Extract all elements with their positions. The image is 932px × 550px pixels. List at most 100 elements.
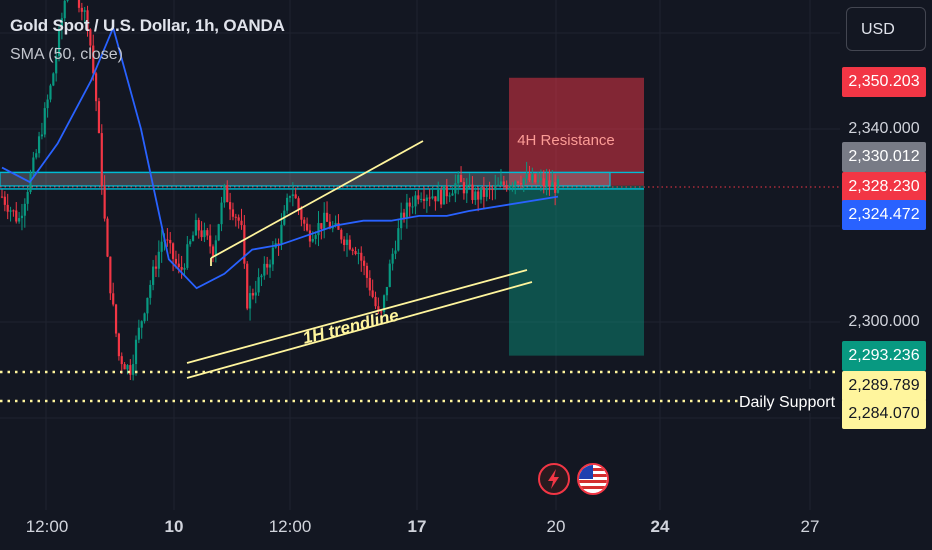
candle-body: [20, 215, 24, 219]
candle-body: [497, 184, 500, 186]
price-label: 2,289.789: [842, 371, 926, 401]
candle-body: [55, 55, 58, 74]
candle-body: [402, 212, 406, 218]
price-label: 2,293.236: [842, 341, 926, 371]
lightning-icon[interactable]: [538, 463, 570, 495]
candle-body: [251, 293, 255, 296]
currency-button[interactable]: USD: [846, 7, 926, 51]
candle-body: [325, 212, 329, 222]
candle-body: [234, 216, 237, 218]
candle-body: [377, 306, 380, 312]
candle-body: [442, 186, 446, 205]
candle-body: [382, 295, 386, 312]
candle-body: [554, 182, 557, 193]
candle-body: [516, 181, 520, 183]
candle-body: [320, 223, 323, 229]
candle-body: [268, 264, 272, 268]
candle-body: [97, 101, 101, 134]
sma-line: [1, 24, 559, 290]
candle-body: [271, 247, 274, 265]
candle-body: [479, 187, 483, 200]
candle-body: [340, 229, 343, 240]
candle-body: [502, 181, 505, 185]
trend-drawings: [0, 140, 840, 403]
candle-body: [556, 178, 560, 193]
candle-body: [303, 219, 306, 224]
candle-body: [40, 134, 44, 137]
candle-body: [52, 73, 55, 86]
candle-body: [46, 99, 49, 109]
candle-body: [149, 284, 152, 298]
candle-body: [57, 28, 61, 56]
candle-body: [146, 297, 149, 314]
candle-body: [291, 194, 294, 197]
indicator-label[interactable]: SMA (50, close): [10, 46, 123, 63]
candle-body: [186, 244, 189, 268]
candle-body: [519, 182, 523, 185]
candle-body: [488, 188, 491, 190]
trendline-label: 1H trendline: [301, 306, 401, 348]
candle-body: [337, 222, 340, 230]
candle-body: [211, 246, 215, 257]
candle-body: [229, 202, 232, 210]
us-flag-icon[interactable]: [577, 463, 609, 495]
candle-body: [77, 0, 81, 8]
candle-body: [308, 230, 312, 242]
candle-body: [451, 193, 454, 196]
support-label: Daily Support: [739, 394, 836, 411]
candle-body: [354, 251, 357, 254]
candle-body: [254, 292, 257, 296]
candle-body: [420, 198, 423, 200]
candle-body: [194, 220, 197, 236]
candle-body: [405, 202, 408, 218]
candle-body: [328, 221, 331, 229]
candle-body: [305, 223, 309, 231]
candle-body: [3, 196, 6, 205]
candle-body: [323, 212, 326, 229]
candle-body: [157, 251, 160, 269]
candle-body: [311, 238, 314, 242]
candle-body: [63, 0, 66, 19]
candle-body: [334, 222, 337, 226]
candle-body: [286, 197, 289, 211]
candle-body: [363, 260, 366, 266]
candle-body: [37, 136, 41, 154]
candle-body: [457, 174, 460, 184]
price-label: 2,324.472: [842, 200, 926, 230]
candle-body: [294, 194, 297, 199]
candle-body: [380, 311, 383, 313]
candle-body: [431, 196, 434, 199]
candle-body: [237, 217, 240, 221]
candle-body: [100, 133, 103, 187]
time-tick-label: 10: [164, 517, 184, 536]
candle-body: [220, 202, 223, 225]
price-label: 2,330.012: [842, 142, 926, 172]
candle-body: [223, 185, 226, 203]
candle-body: [474, 191, 477, 201]
time-tick-label: 27: [800, 517, 820, 536]
trendline-upper: [186, 269, 528, 364]
candle-body: [482, 187, 485, 197]
candle-body: [12, 210, 15, 212]
candle-body: [94, 73, 98, 102]
candle-body: [112, 293, 115, 305]
candle-body: [494, 185, 497, 191]
candle-body: [23, 203, 26, 216]
candle-body: [92, 45, 95, 74]
candle-body: [9, 210, 12, 212]
candle-body: [166, 239, 169, 241]
candle-body: [240, 220, 243, 226]
candle-body: [35, 153, 38, 158]
candle-body: [477, 191, 480, 200]
time-tick-label: 20: [546, 517, 566, 536]
candle-body: [348, 239, 351, 250]
grid-lines: [0, 0, 840, 510]
candle-body: [514, 181, 517, 186]
price-tick-label: 2,340.000: [848, 120, 920, 137]
candle-body: [152, 266, 155, 285]
candle-body: [49, 85, 52, 100]
candle-body: [200, 230, 203, 238]
candle-body: [528, 173, 531, 181]
candle-body: [357, 252, 360, 254]
